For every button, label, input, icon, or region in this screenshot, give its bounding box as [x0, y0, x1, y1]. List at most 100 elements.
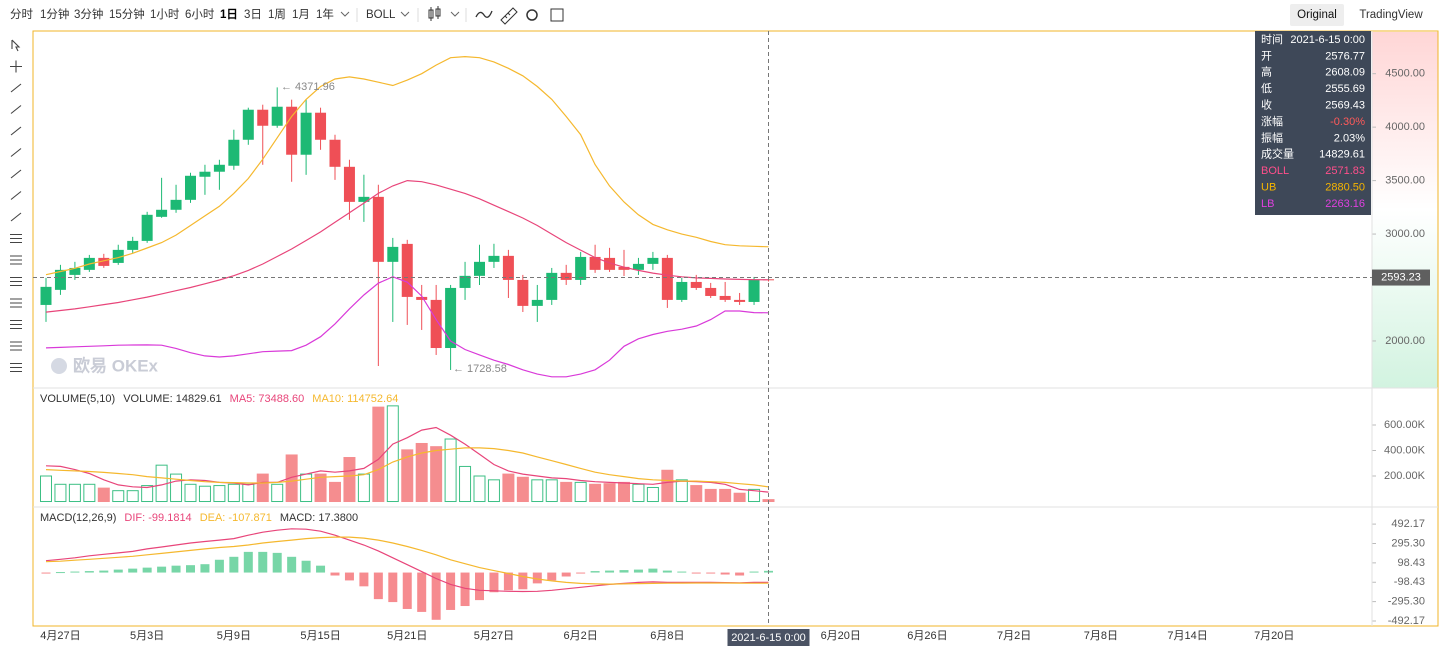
tool-icon[interactable] — [10, 148, 22, 157]
candle-icon[interactable] — [428, 6, 441, 21]
y-tick-label: 3500.00 — [1385, 175, 1425, 187]
tool-icon[interactable] — [11, 39, 21, 52]
view-option[interactable]: Original — [1297, 9, 1337, 21]
view-option[interactable]: TradingView — [1359, 9, 1423, 21]
tooltip-label: 高 — [1261, 65, 1272, 79]
candle-body — [141, 214, 153, 241]
settings-icon[interactable] — [526, 9, 538, 21]
tool-icon[interactable] — [10, 233, 22, 244]
volume-bar — [574, 481, 587, 503]
interval-active[interactable]: 1日 — [220, 8, 238, 21]
tool-icon[interactable] — [10, 83, 22, 93]
volume-bar — [545, 479, 558, 503]
volume-bar — [502, 473, 515, 503]
candle-body — [185, 175, 196, 200]
fullscreen-icon[interactable] — [550, 8, 564, 22]
tool-icon[interactable] — [10, 341, 22, 351]
candle-body — [69, 267, 81, 275]
tool-icon[interactable] — [10, 212, 22, 222]
view-button-active[interactable] — [1290, 4, 1344, 26]
indicator-line — [45, 179, 769, 313]
macd-bar — [489, 572, 499, 593]
candle-body — [300, 112, 312, 155]
volume-bar — [97, 487, 110, 503]
y-tick-label: -492.17 — [1388, 615, 1425, 627]
tool-icon[interactable] — [10, 255, 22, 265]
tool-icon[interactable] — [10, 298, 22, 308]
candle-body — [40, 286, 52, 305]
chevron[interactable] — [450, 11, 460, 17]
candle-body — [474, 261, 485, 276]
macd-bar — [113, 569, 123, 573]
tooltip-value: 2608.09 — [1325, 67, 1365, 79]
macd-bar — [229, 556, 239, 573]
macd-bar — [503, 572, 513, 591]
extreme-annotation: ← 1728.58 — [453, 363, 507, 375]
volume-bar — [227, 483, 240, 503]
tool-icon[interactable] — [10, 319, 22, 330]
volume-bar — [415, 442, 428, 503]
macd-bar — [55, 572, 65, 574]
macd-bar — [605, 570, 615, 573]
interval[interactable]: 1周 — [268, 8, 286, 21]
volume-bar — [285, 454, 298, 503]
macd-bar — [243, 551, 253, 573]
volume-bar — [198, 485, 211, 503]
tool-icon[interactable] — [10, 105, 22, 114]
tooltip-label: 涨幅 — [1261, 115, 1283, 128]
candle-body — [416, 296, 428, 300]
indicator-line — [45, 276, 769, 378]
x-tick-label: 7月8日 — [1084, 630, 1118, 642]
volume-bar — [704, 488, 717, 503]
tool-icon[interactable] — [10, 191, 22, 200]
interval[interactable]: 3分钟 — [74, 7, 103, 21]
chevron[interactable] — [340, 11, 350, 17]
interval[interactable]: 6小时 — [185, 8, 215, 21]
interval[interactable]: 1年 — [316, 7, 334, 21]
interval[interactable]: 3日 — [244, 9, 262, 21]
macd-bar — [200, 564, 210, 573]
indicator[interactable]: BOLL — [366, 9, 396, 21]
legend-entry: VOLUME: 14829.61 — [123, 393, 221, 405]
chevron[interactable] — [400, 11, 410, 17]
volume-bar — [531, 479, 544, 503]
candle-body — [213, 164, 225, 172]
candle-body — [488, 255, 500, 262]
legend-entry: MACD(12,26,9) — [40, 512, 116, 524]
volume-bar — [141, 485, 154, 503]
candle-body — [734, 299, 746, 302]
macd-bar — [128, 568, 138, 573]
macd-bar — [99, 570, 109, 573]
tooltip-label: LB — [1261, 198, 1274, 210]
y-tick-label: 98.43 — [1397, 557, 1425, 569]
ruler-icon[interactable] — [500, 7, 518, 25]
candle-body — [170, 199, 182, 210]
tooltip-label: UB — [1261, 182, 1276, 194]
legend-entry: MA10: 114752.64 — [312, 393, 398, 405]
candle-body — [719, 295, 731, 300]
candle-body — [112, 249, 124, 263]
volume-bar — [256, 473, 269, 503]
macd-bar — [258, 551, 268, 573]
tool-icon[interactable] — [10, 362, 22, 373]
tool-icon[interactable] — [10, 169, 22, 179]
interval[interactable]: 1月 — [292, 9, 310, 21]
macd-bar — [70, 571, 80, 573]
tooltip-value: 2576.77 — [1325, 50, 1365, 62]
macd-bar — [633, 569, 643, 573]
volume-bar — [560, 481, 573, 503]
price-label-bg — [1372, 269, 1430, 286]
line-icon[interactable] — [475, 10, 493, 18]
interval[interactable]: 分时 — [10, 8, 33, 21]
tool-icon[interactable] — [10, 276, 22, 287]
interval[interactable]: 15分钟 — [109, 7, 145, 21]
interval[interactable]: 1分钟 — [40, 7, 69, 21]
candle-body — [531, 299, 543, 306]
tool-icon[interactable] — [10, 60, 22, 73]
volume-bar — [68, 483, 81, 503]
macd-bar — [417, 572, 427, 612]
x-tick-label: 7月14日 — [1167, 630, 1207, 642]
legend-entry: MACD: 17.3800 — [280, 512, 358, 524]
tool-icon[interactable] — [10, 126, 22, 136]
interval[interactable]: 1小时 — [150, 8, 180, 21]
